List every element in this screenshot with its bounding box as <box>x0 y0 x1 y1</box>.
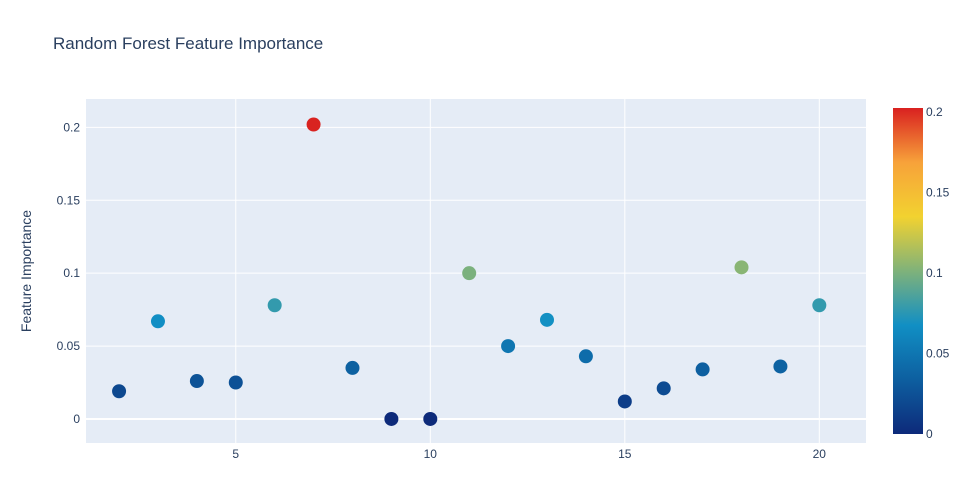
data-point <box>112 384 127 399</box>
x-axis-ticks: 5 10 15 20 <box>232 447 826 461</box>
data-point <box>578 349 593 364</box>
data-point <box>539 312 554 327</box>
colorbar-tick-label: 0.15 <box>926 185 950 199</box>
data-point <box>345 360 360 375</box>
data-point <box>617 394 632 409</box>
data-point <box>501 339 516 354</box>
data-point <box>267 298 282 313</box>
colorbar-gradient <box>893 108 923 434</box>
y-tick-label: 0.1 <box>63 266 80 280</box>
data-point <box>734 260 749 275</box>
y-axis-label: Feature Importance <box>18 210 34 332</box>
colorbar-tick-label: 0.2 <box>926 105 943 119</box>
data-point <box>462 266 477 281</box>
plot-background <box>86 99 866 443</box>
x-tick-label: 20 <box>813 447 827 461</box>
data-point <box>384 411 399 426</box>
data-point <box>306 117 321 132</box>
data-point <box>812 298 827 313</box>
y-tick-label: 0.15 <box>57 193 81 207</box>
data-points <box>112 117 827 426</box>
data-point <box>656 381 671 396</box>
data-point <box>150 314 165 329</box>
y-axis-ticks: 0 0.05 0.1 0.15 0.2 <box>57 120 81 426</box>
y-tick-label: 0 <box>73 412 80 426</box>
data-point <box>423 411 438 426</box>
colorbar-tick-label: 0.1 <box>926 266 943 280</box>
data-point <box>695 362 710 377</box>
colorbar: 0 0.05 0.1 0.15 0.2 <box>893 105 950 441</box>
colorbar-tick-label: 0 <box>926 427 933 441</box>
colorbar-tick-label: 0.05 <box>926 346 950 360</box>
chart-title: Random Forest Feature Importance <box>53 34 323 53</box>
data-point <box>773 359 788 374</box>
y-tick-label: 0.05 <box>57 339 81 353</box>
data-point <box>228 375 243 390</box>
x-tick-label: 10 <box>424 447 438 461</box>
x-tick-label: 5 <box>232 447 239 461</box>
data-point <box>189 374 204 389</box>
y-tick-label: 0.2 <box>63 120 80 134</box>
x-tick-label: 15 <box>618 447 632 461</box>
